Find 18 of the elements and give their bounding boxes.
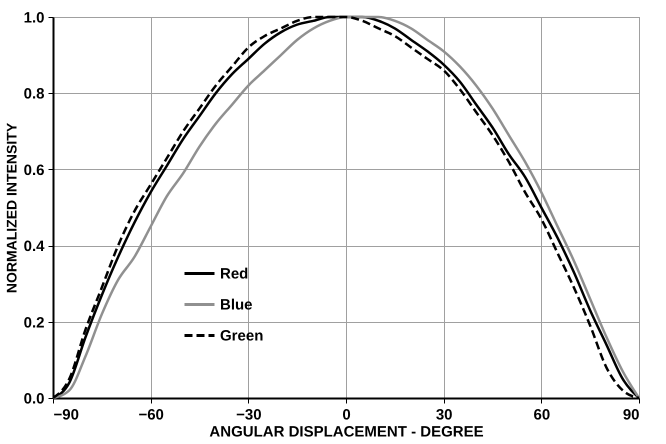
x-tick-label: 0 (342, 406, 351, 424)
y-tick-label: 0.2 (24, 314, 44, 332)
x-tick-label: −90 (54, 406, 79, 424)
legend-label: Green (220, 328, 264, 344)
y-tick-label: 0.6 (24, 162, 44, 179)
y-tick-label: 0.0 (24, 390, 44, 408)
x-tick-label: 60 (533, 406, 550, 424)
x-tick-label: 30 (436, 406, 453, 424)
x-tick-label: −30 (236, 406, 262, 424)
y-tick-label: 1.0 (24, 10, 44, 26)
x-tick-label: −60 (138, 406, 164, 424)
y-tick-label: 0.4 (24, 238, 46, 256)
y-axis-title: NORMALIZED INTENSITY (4, 122, 20, 294)
x-axis-title: ANGULAR DISPLACEMENT - DEGREE (209, 424, 484, 440)
legend-label: Red (220, 266, 248, 282)
x-tick-label: 90 (622, 406, 640, 424)
legend-label: Blue (220, 296, 253, 314)
y-tick-label: 0.8 (24, 86, 44, 103)
